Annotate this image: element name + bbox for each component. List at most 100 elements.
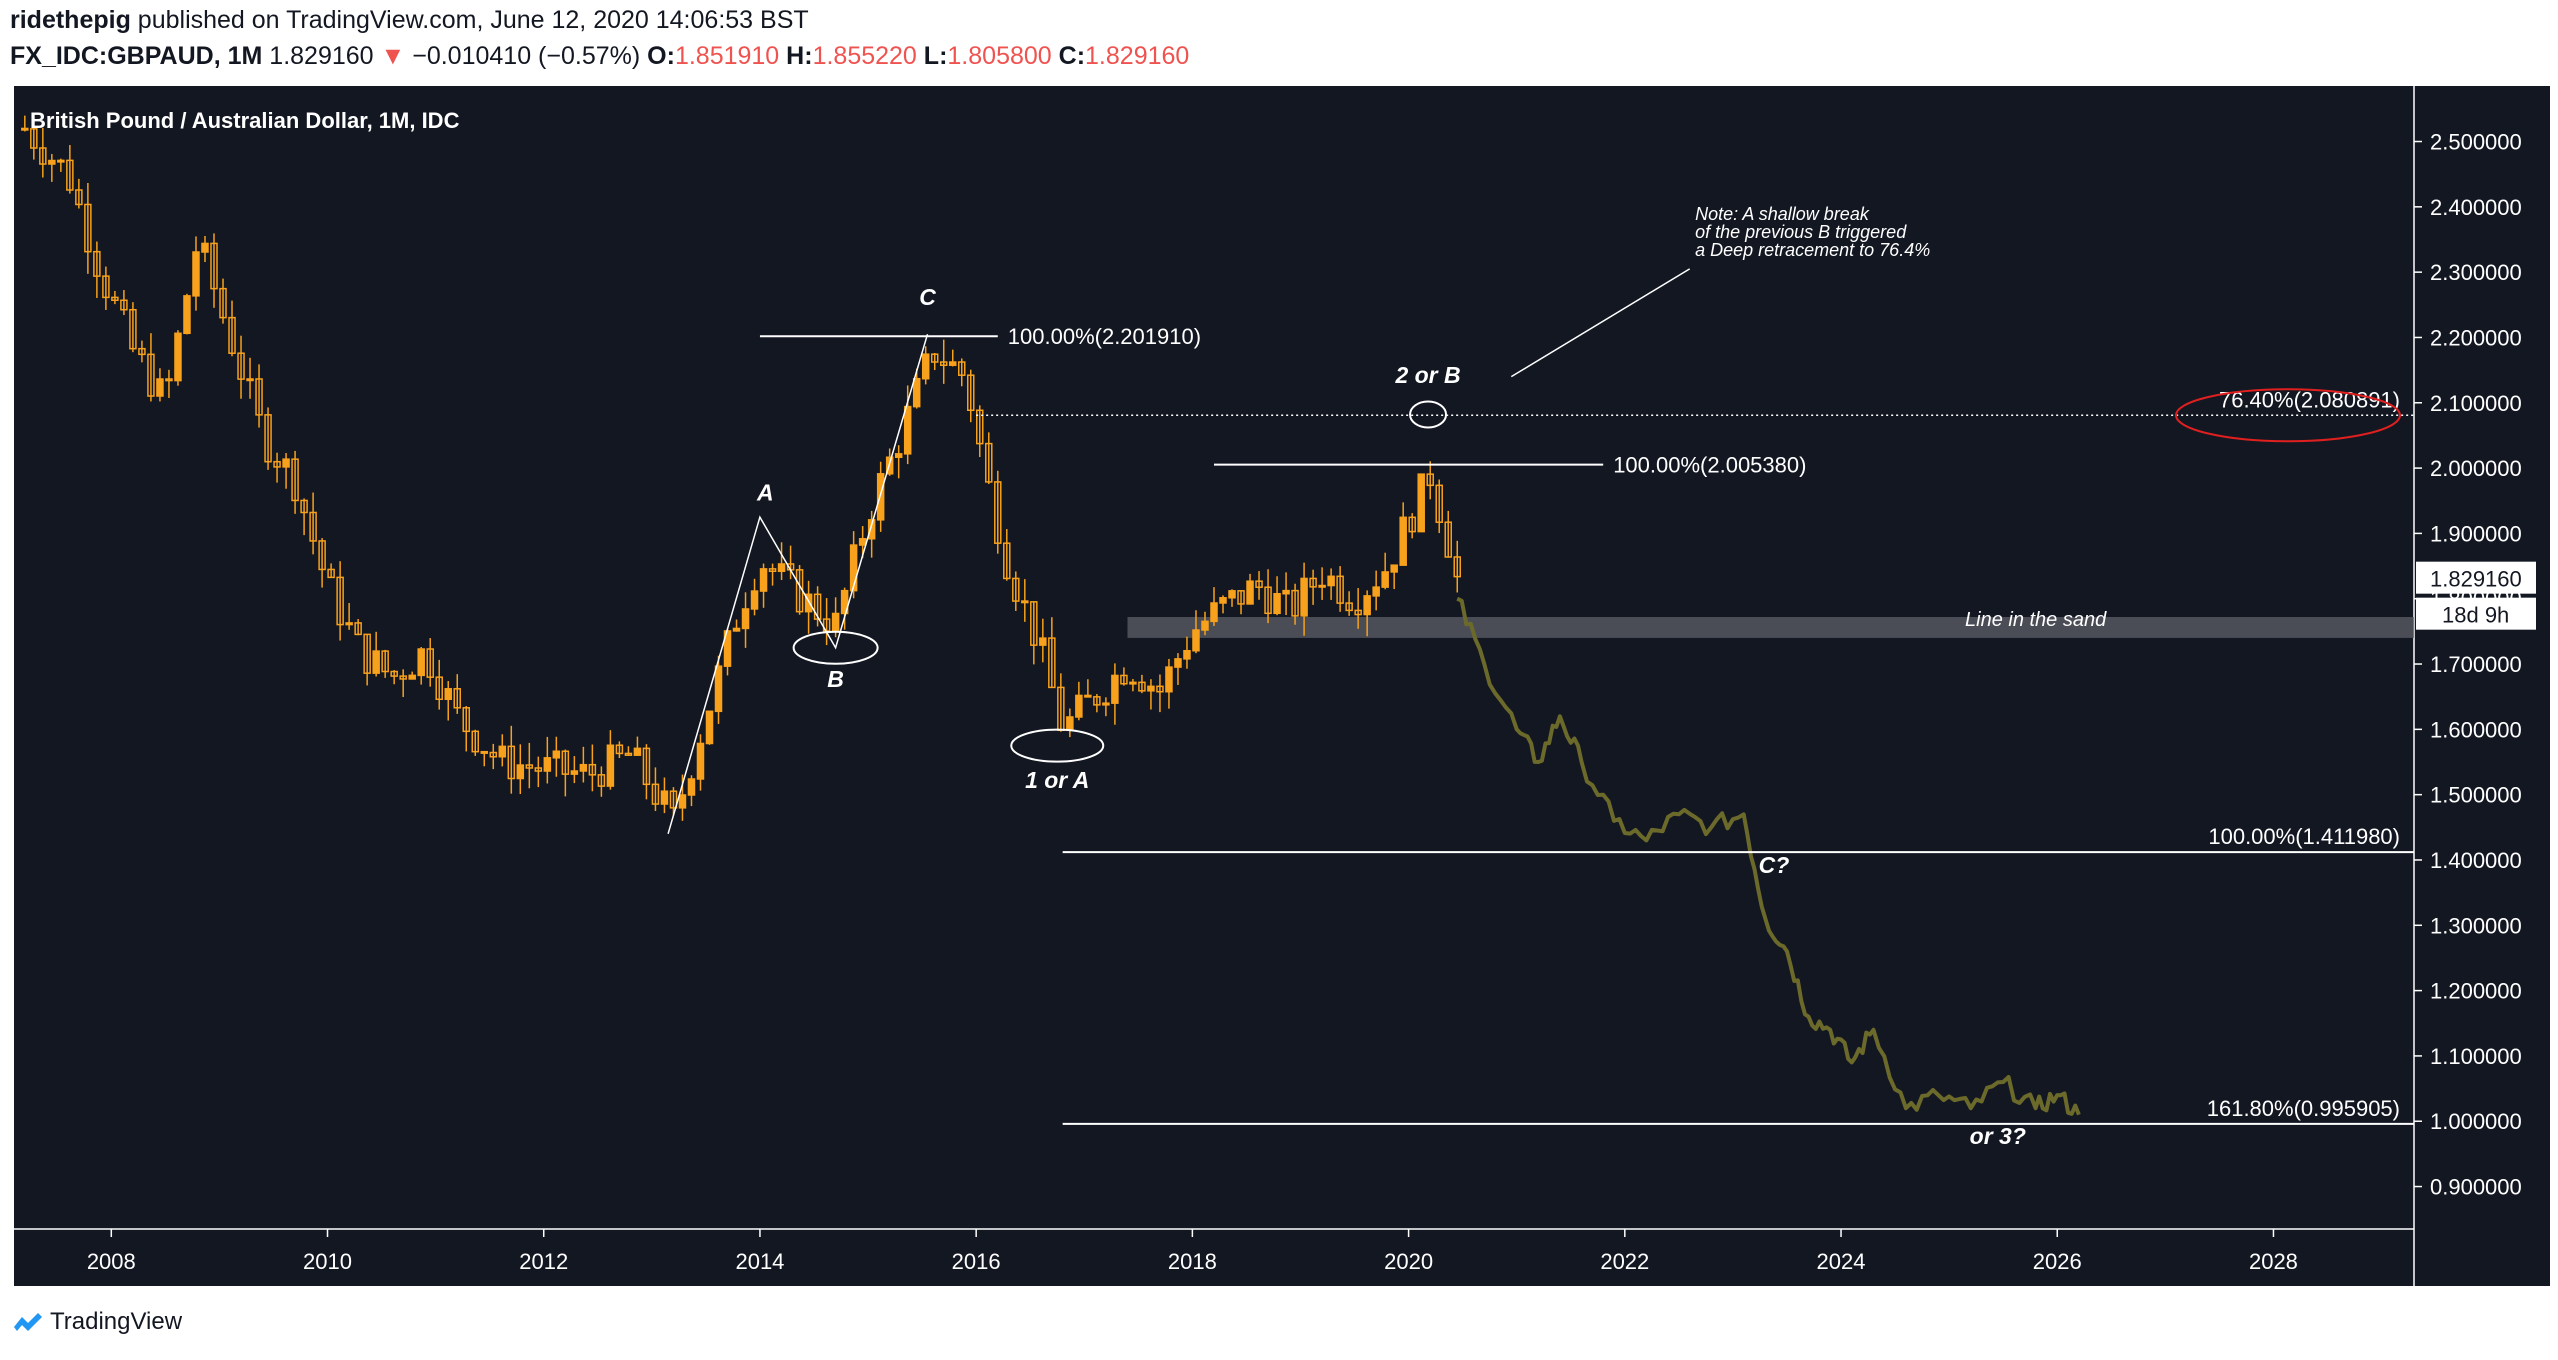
author-name[interactable]: ridethepig [10, 6, 131, 34]
y-tick-label: 1.100000 [2430, 1044, 2522, 1069]
candle-body [813, 593, 822, 620]
candle-body [1066, 716, 1074, 732]
price-axis[interactable] [2414, 86, 2550, 1286]
candle-body [1093, 696, 1101, 706]
candle-body [1237, 590, 1245, 605]
sand-zone [1127, 617, 2414, 638]
candle-body [1021, 600, 1029, 604]
candle-body [300, 499, 308, 514]
candle-body [1363, 595, 1371, 616]
candle-body [1129, 681, 1137, 685]
ohlc-line: FX_IDC:GBPAUD, 1M 1.829160 ▼ −0.010410 (… [10, 42, 1189, 71]
fib-label: 161.80%(0.995905) [2207, 1096, 2400, 1121]
candle-body [831, 612, 840, 632]
candle-body [1228, 590, 1236, 599]
candle-body [1372, 586, 1380, 597]
candle-body [1408, 516, 1416, 533]
candle-body [318, 540, 326, 571]
candle-body [444, 688, 452, 701]
candle-body [543, 757, 552, 772]
candle-body [66, 159, 74, 191]
candle-body [597, 774, 606, 787]
candle-body [1354, 609, 1362, 616]
candle-body [903, 405, 912, 455]
candle-body [714, 665, 723, 713]
candle-body [777, 563, 786, 573]
candle-body [1174, 658, 1182, 668]
x-tick-label: 2016 [952, 1249, 1001, 1274]
candle-body [417, 648, 425, 677]
candle-body [516, 764, 525, 780]
candle-body [1156, 685, 1164, 693]
candle-body [354, 622, 362, 636]
candle-body [588, 763, 597, 776]
y-tick-label: 2.100000 [2430, 391, 2522, 416]
high-label: H: [786, 42, 813, 70]
projection-group [1456, 596, 2081, 1116]
publish-info: published on TradingView.com, June 12, 2… [137, 6, 809, 34]
candle-body [1003, 542, 1011, 580]
candle-body [939, 361, 948, 366]
tradingview-logo[interactable]: TradingView [12, 1308, 182, 1336]
candle-body [129, 308, 137, 350]
overlay-group: 100.00%(2.201910)100.00%(2.005380)76.40%… [667, 204, 2536, 1149]
candle-body [1318, 584, 1326, 588]
candle-body [75, 189, 83, 206]
y-tick-label: 1.900000 [2430, 521, 2522, 546]
wave-3-label: or 3? [1970, 1123, 2026, 1149]
y-tick-label: 1.400000 [2430, 848, 2522, 873]
candle-body [219, 287, 227, 319]
candle-body [615, 744, 624, 755]
price-chart[interactable]: 100.00%(2.201910)100.00%(2.005380)76.40%… [14, 86, 2550, 1286]
candle-body [210, 242, 218, 290]
y-tick-label: 2.300000 [2430, 260, 2522, 285]
candle-body [30, 128, 38, 149]
candle-body [876, 473, 885, 521]
wave-1a-label: 1 or A [1025, 767, 1089, 793]
note-pointer-line [1510, 268, 1691, 378]
candle-body [1012, 577, 1020, 602]
candle-body [1417, 473, 1425, 533]
candle-body [1399, 516, 1407, 566]
fib-label: 100.00%(1.411980) [2208, 824, 2400, 849]
candle-body [840, 589, 849, 615]
candle-body [1048, 637, 1056, 689]
note-text: Note: A shallow break [1695, 204, 1870, 224]
candle-body [750, 590, 759, 610]
candle-body [642, 747, 651, 786]
candle-body [957, 361, 966, 376]
candle-body [84, 203, 92, 253]
candle-body [561, 750, 570, 775]
red-highlight-ellipse [2175, 388, 2401, 443]
high-value: 1.855220 [812, 42, 917, 70]
candle-body [858, 538, 867, 546]
candle-body [1201, 620, 1209, 631]
line-in-sand-label: Line in the sand [1965, 609, 2107, 631]
candle-body [327, 568, 335, 579]
open-label: O: [647, 42, 675, 70]
publish-line: ridethepig published on TradingView.com,… [10, 6, 809, 35]
wave-b-ellipse [792, 630, 879, 665]
candle-body [93, 250, 101, 277]
candle-body [1192, 629, 1200, 652]
candle-body [165, 378, 173, 382]
candle-body [1435, 484, 1443, 523]
y-tick-label: 1.800000 [2430, 587, 2522, 612]
y-tick-label: 0.900000 [2430, 1175, 2522, 1200]
candle-body [336, 576, 344, 626]
x-tick-label: 2020 [1384, 1249, 1433, 1274]
candle-body [994, 481, 1002, 544]
chart-background[interactable] [14, 86, 2414, 1286]
candle-body [1147, 685, 1155, 692]
candle-body [363, 633, 371, 674]
x-tick-label: 2022 [1600, 1249, 1649, 1274]
projection-path [1456, 596, 2081, 1116]
candle-body [1381, 571, 1389, 588]
note-text: of the previous B triggered [1695, 222, 1907, 242]
candle-body [1282, 589, 1290, 595]
close-value: 1.829160 [1085, 42, 1190, 70]
candle-body [48, 159, 56, 165]
close-label: C: [1058, 42, 1086, 70]
candle-body [111, 296, 119, 301]
candle-body [1300, 577, 1308, 617]
